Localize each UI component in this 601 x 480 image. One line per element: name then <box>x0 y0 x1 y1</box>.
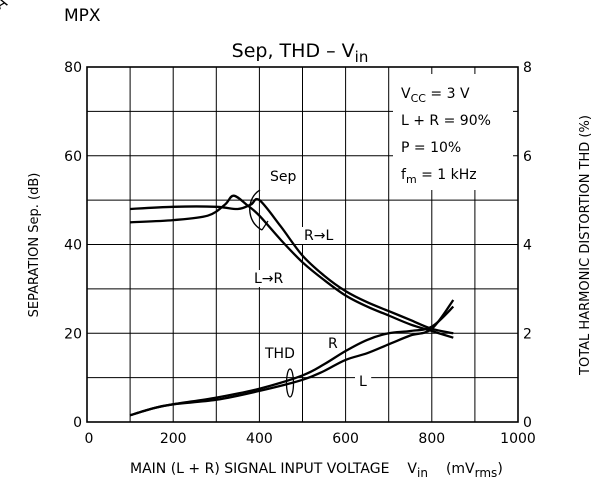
x-tick-label: 400 <box>246 431 273 447</box>
series-label-bg <box>355 373 372 390</box>
y-right-tick-label: 6 <box>523 149 532 165</box>
condition-line: L + R = 90% <box>401 113 491 129</box>
series-l-to-r-line <box>130 194 454 339</box>
y-axis-left-label: SEPARATION Sep. (dB) <box>27 173 42 318</box>
thd-bracket-icon <box>285 368 295 398</box>
condition-line: P = 10% <box>401 140 461 156</box>
series-labels: R→L L→R R L <box>250 227 372 390</box>
y-right-tick-label: 2 <box>523 326 532 342</box>
x-tick-label: 200 <box>160 431 187 447</box>
x-tick-label: 0 <box>85 431 94 447</box>
series-label-bg <box>324 335 341 352</box>
x-axis-unit: (mV <box>446 461 475 477</box>
x-axis-var: V <box>407 461 417 477</box>
y-left-tick-label: 80 <box>64 60 82 76</box>
x-axis-label: MAIN (L + R) SIGNAL INPUT VOLTAGE Vin (mVr… <box>130 461 503 480</box>
conditions-box: VCC = 3 V L + R = 90% P = 10% fm = 1 kHz <box>393 74 513 190</box>
y-left-tick-label: 60 <box>64 149 82 165</box>
thd-group-label: THD <box>264 346 295 362</box>
sep-group-label: Sep <box>270 169 297 185</box>
chart-title-sub: in <box>355 48 369 66</box>
series-label-l-to-r: L→R <box>254 271 284 287</box>
x-tick-label: 600 <box>332 431 359 447</box>
sep-bracket-leader <box>261 220 269 231</box>
x-axis-label-text: MAIN (L + R) SIGNAL INPUT VOLTAGE <box>130 461 389 477</box>
y-axis-right-label: TOTAL HARMONIC DISTORTION THD (%) <box>578 115 593 376</box>
x-tick-label: 1000 <box>500 431 536 447</box>
series-thd-l-line <box>129 299 455 417</box>
y-left-tick-label: 40 <box>64 238 82 254</box>
section-label: MPX <box>64 6 101 26</box>
series-label-thd-r: R <box>328 336 338 352</box>
series-label-bg <box>300 227 333 244</box>
series-label-r-to-l: R→L <box>304 228 333 244</box>
x-axis-unit-close: ) <box>497 461 502 477</box>
series-r-to-l-line <box>130 197 454 335</box>
y-left-tick-label: 20 <box>64 326 82 342</box>
x-axis-unit-sub: rms <box>475 466 498 480</box>
series-label-thd-l: L <box>359 374 367 390</box>
sep-bracket-icon <box>249 189 263 231</box>
conditions-bg <box>393 74 513 190</box>
chart-title: Sep, THD – Vin <box>232 40 369 66</box>
chart-title-main: Sep, THD – V <box>232 40 355 62</box>
x-axis-var-sub: in <box>417 466 428 480</box>
y-left-tick-label: 0 <box>73 415 82 431</box>
condition-line: fm = 1 kHz <box>401 167 477 186</box>
condition-line: VCC = 3 V <box>401 86 470 105</box>
series-label-bg <box>250 270 283 287</box>
plot-frame <box>86 66 519 423</box>
y-right-tick-label: 4 <box>523 238 532 254</box>
y-right-tick-label: 0 <box>523 415 532 431</box>
curves <box>129 194 455 417</box>
x-tick-label: 800 <box>418 431 445 447</box>
y-right-tick-label: 8 <box>523 60 532 76</box>
